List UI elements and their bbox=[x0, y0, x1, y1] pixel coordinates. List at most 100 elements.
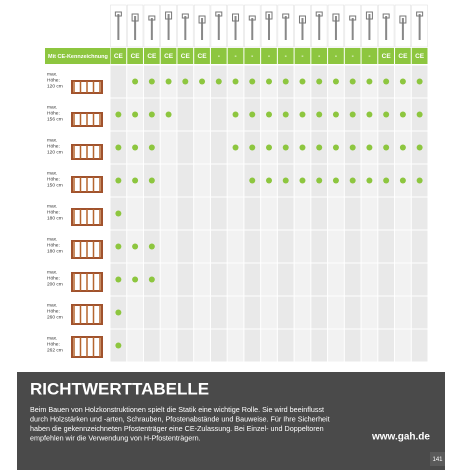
dot bbox=[182, 78, 189, 85]
cell bbox=[160, 263, 177, 296]
ce-cell bbox=[328, 48, 344, 64]
post-icon-head bbox=[114, 11, 122, 17]
cell bbox=[294, 329, 311, 362]
cell bbox=[378, 329, 395, 362]
dot bbox=[266, 177, 272, 184]
dot bbox=[232, 111, 239, 118]
post-icon-head bbox=[165, 11, 173, 20]
dot bbox=[416, 111, 423, 118]
row-label: max. bbox=[47, 303, 57, 308]
cell bbox=[194, 296, 210, 329]
cell bbox=[395, 230, 411, 263]
dot bbox=[332, 78, 339, 85]
ce-label: Mit CE-Kennzeichnung bbox=[48, 54, 108, 60]
cell bbox=[160, 230, 177, 263]
post-icon-head bbox=[131, 13, 139, 22]
dot bbox=[366, 111, 373, 118]
cell bbox=[328, 263, 344, 296]
post-icon-head bbox=[416, 11, 424, 17]
cell bbox=[177, 329, 194, 362]
dot bbox=[132, 111, 139, 118]
cell bbox=[244, 329, 261, 362]
ce-cell bbox=[378, 48, 395, 64]
cell bbox=[261, 230, 277, 263]
page-number-box bbox=[430, 452, 445, 466]
post-icon-head bbox=[282, 13, 290, 19]
ce-cell bbox=[311, 48, 328, 64]
dot bbox=[132, 144, 139, 151]
cell bbox=[227, 164, 244, 197]
dot bbox=[132, 177, 139, 184]
dot bbox=[416, 144, 423, 151]
cell bbox=[395, 296, 411, 329]
cell bbox=[277, 197, 294, 230]
dot bbox=[266, 111, 272, 118]
footer-text: haben die gekennzeichneten Pfostenträger… bbox=[30, 424, 324, 433]
dot bbox=[115, 111, 122, 118]
ce-mark: - bbox=[285, 53, 287, 60]
dot bbox=[349, 111, 356, 118]
ce-cell bbox=[344, 48, 361, 64]
ce-cell bbox=[361, 48, 378, 64]
cell bbox=[210, 263, 227, 296]
cell bbox=[328, 329, 344, 362]
cell bbox=[411, 329, 428, 362]
cell bbox=[378, 230, 395, 263]
row-label: Höhe: bbox=[47, 308, 60, 314]
footer-text: empfehlen wir die Verwendung von H-Pfost… bbox=[30, 433, 201, 442]
dot bbox=[266, 78, 272, 85]
ce-cell bbox=[143, 48, 160, 64]
cell bbox=[227, 296, 244, 329]
cell bbox=[344, 329, 361, 362]
row-label: Höhe: bbox=[47, 176, 60, 182]
post-icon-head bbox=[382, 13, 390, 19]
post-icon-head bbox=[315, 11, 323, 17]
cell bbox=[261, 329, 277, 362]
row-label: Höhe: bbox=[47, 77, 60, 83]
ce-mark: - bbox=[268, 53, 270, 60]
row-label: 260 cm bbox=[47, 314, 63, 320]
row-label: Höhe: bbox=[47, 275, 60, 281]
post-icon-head bbox=[399, 15, 407, 24]
cell bbox=[378, 296, 395, 329]
cell bbox=[344, 230, 361, 263]
dot bbox=[316, 144, 323, 151]
cell bbox=[411, 230, 428, 263]
post-icon-head bbox=[332, 13, 340, 22]
dot bbox=[148, 78, 155, 85]
cell bbox=[277, 230, 294, 263]
cell bbox=[210, 296, 227, 329]
cell bbox=[344, 296, 361, 329]
dot bbox=[115, 144, 122, 151]
ce-cell bbox=[294, 48, 311, 64]
cell bbox=[411, 263, 428, 296]
dot bbox=[132, 243, 139, 250]
cell bbox=[395, 263, 411, 296]
cell bbox=[311, 296, 328, 329]
ce-cell bbox=[110, 48, 127, 64]
dot bbox=[148, 276, 155, 283]
cell bbox=[261, 263, 277, 296]
cell bbox=[227, 329, 244, 362]
cell bbox=[210, 131, 227, 164]
cell bbox=[227, 197, 244, 230]
ce-mark: - bbox=[218, 53, 220, 60]
dot bbox=[215, 78, 222, 85]
dot bbox=[249, 111, 256, 118]
cell bbox=[160, 131, 177, 164]
dot bbox=[115, 177, 122, 184]
dot bbox=[332, 177, 339, 184]
dot bbox=[199, 78, 206, 85]
cell bbox=[328, 296, 344, 329]
cell bbox=[311, 329, 328, 362]
cell bbox=[395, 329, 411, 362]
cell bbox=[311, 230, 328, 263]
row-label: Höhe: bbox=[47, 341, 60, 347]
row-label: 262 cm bbox=[47, 347, 63, 353]
dot bbox=[366, 177, 373, 184]
dot bbox=[282, 78, 289, 85]
footer-text: Beim Bauen von Holzkonstruktionen spielt… bbox=[30, 405, 324, 414]
cell bbox=[210, 164, 227, 197]
dot bbox=[299, 144, 306, 151]
dot bbox=[148, 243, 155, 250]
